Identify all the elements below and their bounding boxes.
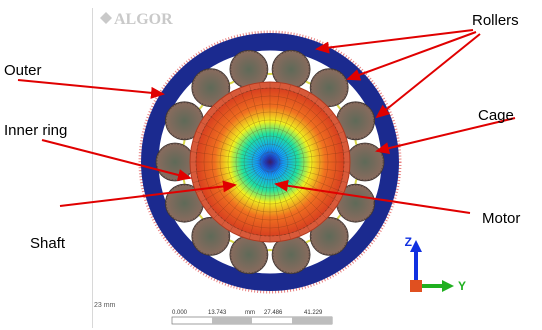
mesh-ring (227, 119, 313, 205)
rollers-arrow-1 (315, 29, 474, 54)
label-outer: Outer (4, 62, 42, 79)
rollers-arrow-3 (375, 33, 481, 119)
scale-tick-0: 0.000 (172, 310, 188, 316)
mesh-line (269, 88, 301, 163)
label-cage: Cage (478, 107, 514, 124)
scale-unit: mm (245, 310, 255, 316)
mesh-line (269, 161, 291, 240)
mesh-ring (211, 103, 329, 221)
mesh-ring (259, 151, 281, 173)
algor-logo-text: ALGOR (114, 11, 173, 28)
mesh-line (192, 141, 271, 163)
roller (155, 142, 195, 182)
algor-logo: ALGOR (100, 11, 173, 28)
mesh-line (269, 161, 334, 211)
triad-y-label: Y (458, 279, 466, 293)
mesh-line (269, 82, 281, 163)
roller-mesh (311, 218, 348, 255)
mesh-line (200, 121, 271, 163)
axes-triad: Z Y (405, 235, 466, 293)
mesh-line (269, 141, 348, 163)
mesh-line (269, 161, 311, 232)
roller-mesh (192, 69, 230, 106)
mesh-line (269, 151, 350, 163)
mesh-line (239, 88, 271, 163)
mesh-line (269, 161, 348, 183)
mesh-line (229, 92, 271, 163)
mesh-ring (243, 135, 297, 189)
mesh-line (269, 161, 327, 219)
scale-tick-3: 41.229 (304, 310, 323, 316)
mesh-ring (203, 95, 337, 229)
roller (309, 68, 349, 108)
roller-mesh (192, 218, 230, 255)
mesh-line (269, 161, 281, 242)
scale-tick-1: 13.743 (208, 310, 227, 316)
label-rollers: Rollers (472, 12, 519, 29)
scale-left-readout: 23 mm (94, 302, 116, 309)
inner-ring-arrow (41, 139, 192, 181)
label-inner-ring: Inner ring (4, 122, 68, 139)
mesh-line (213, 105, 271, 163)
mesh-line (269, 84, 291, 163)
mesh-ring (251, 143, 289, 181)
mesh-line (269, 161, 340, 203)
mesh-line (269, 92, 311, 163)
mesh-line (269, 161, 350, 173)
mesh-line (259, 82, 271, 163)
roller-mesh (346, 143, 384, 181)
mesh-line (269, 121, 340, 163)
mesh-line (213, 161, 271, 219)
shaft-arrow (59, 180, 237, 207)
roller (309, 216, 349, 256)
mesh-line (190, 151, 271, 163)
roller (191, 216, 231, 256)
rollers-arrow-2 (346, 31, 477, 81)
motor-arrow (274, 179, 471, 214)
mesh-line (221, 161, 271, 226)
mesh-line (229, 161, 271, 232)
mesh-line (249, 161, 271, 240)
mesh-line (269, 161, 319, 226)
outer-arrow (17, 79, 165, 99)
mesh-line (269, 161, 344, 193)
roller (191, 68, 231, 108)
mesh-ring (219, 111, 321, 213)
mesh-ring (195, 87, 345, 237)
mesh-line (269, 131, 344, 163)
mesh-line (269, 161, 301, 236)
mesh-line (206, 113, 271, 163)
scale-tick-2: 27.486 (264, 310, 283, 316)
mesh-line (192, 161, 271, 183)
label-motor: Motor (482, 210, 521, 227)
mesh-line (190, 161, 271, 173)
mesh-line (206, 161, 271, 211)
triad-z-label: Z (405, 235, 412, 249)
roller-mesh (337, 102, 374, 140)
mesh-line (239, 161, 271, 236)
rollers-group (155, 50, 385, 275)
mesh-line (221, 98, 271, 163)
mesh-line (269, 105, 327, 163)
cage-arrow (375, 117, 516, 155)
scale-bar: 23 mm 0.000 13.743 mm 27.486 41.229 (94, 302, 333, 325)
inner-ring (189, 81, 351, 243)
mesh-line (259, 161, 271, 242)
label-shaft: Shaft (30, 235, 66, 252)
roller (345, 142, 385, 182)
mesh-ring (235, 127, 305, 197)
roller-mesh (311, 69, 348, 106)
mesh-line (269, 98, 319, 163)
mesh-line (196, 131, 271, 163)
roller-mesh (337, 184, 374, 222)
mesh-line (269, 113, 334, 163)
mesh-line (249, 84, 271, 163)
